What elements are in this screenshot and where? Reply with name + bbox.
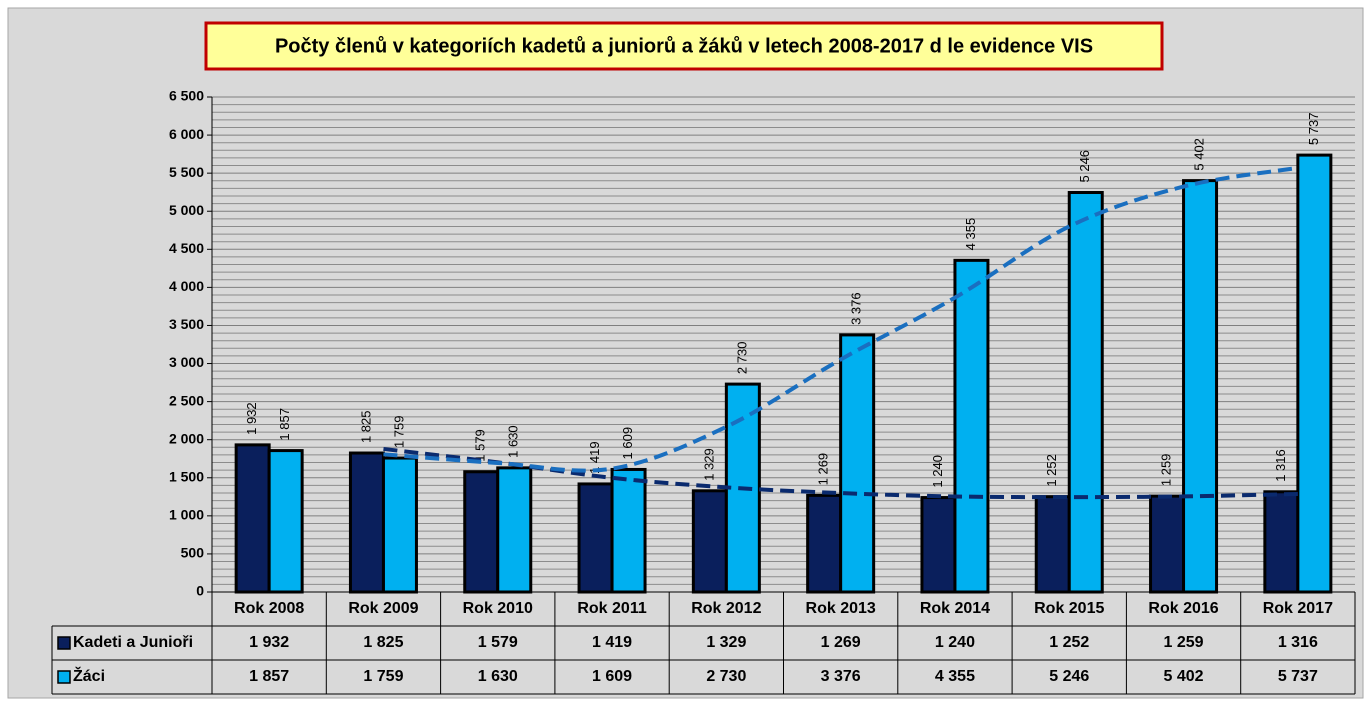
table-value: 4 355 [935, 668, 975, 685]
data-label: 1 329 [701, 448, 716, 481]
y-tick-label: 3 500 [169, 316, 204, 332]
bars: 1 932 1 825 1 579 1 419 1 329 1 269 1 240 1 252… [212, 113, 1355, 594]
table-value: 5 402 [1164, 668, 1204, 685]
table-value: 1 419 [592, 634, 632, 651]
table-value: 1 759 [363, 668, 403, 685]
bar [381, 456, 418, 594]
bar [234, 443, 271, 594]
bar [806, 493, 843, 594]
x-tick-label: Rok 2017 [1263, 600, 1333, 617]
data-label: 1 857 [277, 408, 292, 441]
y-tick-label: 2 000 [169, 430, 204, 446]
data-label: 5 246 [1077, 150, 1092, 183]
y-tick-label: 4 000 [169, 278, 204, 294]
data-label: 5 737 [1306, 113, 1321, 146]
y-tick-label: 0 [196, 583, 204, 599]
data-label: 1 630 [506, 425, 521, 458]
data-label: 1 759 [391, 415, 406, 448]
bar [1182, 179, 1219, 594]
data-label: 3 376 [849, 292, 864, 325]
legend-label: Kadeti a Junioři [73, 634, 193, 651]
bar [267, 449, 304, 594]
chart-area [7, 7, 1364, 699]
data-label: 1 932 [244, 402, 259, 435]
y-tick-label: 6 000 [169, 126, 204, 142]
data-label: 1 825 [358, 410, 373, 443]
bar [577, 482, 614, 594]
table-value: 1 579 [478, 634, 518, 651]
x-tick-label: Rok 2008 [234, 600, 304, 617]
table-value: 5 246 [1049, 668, 1089, 685]
y-tick-label: 2 500 [169, 392, 204, 408]
bar [1296, 153, 1333, 594]
x-tick-label: Rok 2009 [348, 600, 418, 617]
y-tick-label: 500 [181, 545, 205, 561]
data-label: 1 269 [816, 453, 831, 486]
data-label: 1 316 [1273, 449, 1288, 482]
x-tick-label: Rok 2011 [577, 600, 646, 617]
bar [1034, 495, 1071, 594]
data-label: 1 240 [930, 455, 945, 488]
data-label: 5 402 [1191, 138, 1206, 171]
data-label: 1 419 [587, 441, 602, 474]
bar [1263, 490, 1300, 594]
title-box [204, 21, 1164, 71]
data-label: 1 259 [1158, 454, 1173, 487]
y-tick-label: 6 500 [169, 88, 204, 104]
x-tick-label: Rok 2012 [691, 600, 761, 617]
x-tick-label: Rok 2015 [1034, 600, 1104, 617]
y-tick-label: 4 500 [169, 240, 204, 256]
table-value: 1 329 [706, 634, 746, 651]
table-value: 1 609 [592, 668, 632, 685]
y-tick-label: 5 500 [169, 164, 204, 180]
data-label: 1 609 [620, 427, 635, 460]
bar [1067, 190, 1104, 594]
bar [839, 333, 876, 594]
data-label: 2 730 [734, 342, 749, 375]
y-tick-label: 1 000 [169, 507, 204, 523]
table-value: 1 259 [1164, 634, 1204, 651]
x-tick-label: Rok 2014 [920, 600, 990, 617]
x-tick-label: Rok 2010 [463, 600, 533, 617]
table-value: 2 730 [706, 668, 746, 685]
table-value: 5 737 [1278, 668, 1318, 685]
legend-swatch [57, 636, 71, 650]
data-label: 1 579 [473, 429, 488, 462]
chart-title: Počty členů v kategoriích kadetů a junio… [275, 35, 1093, 57]
y-tick-label: 1 500 [169, 468, 204, 484]
y-tick-label: 3 000 [169, 354, 204, 370]
table-value: 1 269 [821, 634, 861, 651]
legend-label: Žáci [73, 666, 105, 685]
bar [1149, 494, 1186, 594]
table-value: 1 825 [363, 634, 403, 651]
table-value: 1 252 [1049, 634, 1089, 651]
x-tick-label: Rok 2016 [1148, 600, 1218, 617]
data-label: 1 252 [1044, 454, 1059, 487]
bar [610, 467, 647, 594]
x-tick-label: Rok 2013 [806, 600, 876, 617]
table-value: 1 857 [249, 668, 289, 685]
bar [496, 466, 533, 594]
bar [348, 451, 385, 594]
table-value: 3 376 [821, 668, 861, 685]
legend-swatch [57, 670, 71, 684]
table-value: 1 240 [935, 634, 975, 651]
table-value: 1 316 [1278, 634, 1318, 651]
table-value: 1 932 [249, 634, 289, 651]
bar [463, 470, 500, 594]
table-value: 1 630 [478, 668, 518, 685]
bar [953, 258, 990, 594]
bar [691, 489, 728, 594]
y-tick-label: 5 000 [169, 202, 204, 218]
data-label: 4 355 [963, 218, 978, 251]
bar [920, 496, 957, 594]
trend-line [383, 165, 1299, 473]
data-table: Rok 2008 Rok 2009 Rok 2010 Rok 2011 Rok 2012… [51, 592, 1356, 695]
